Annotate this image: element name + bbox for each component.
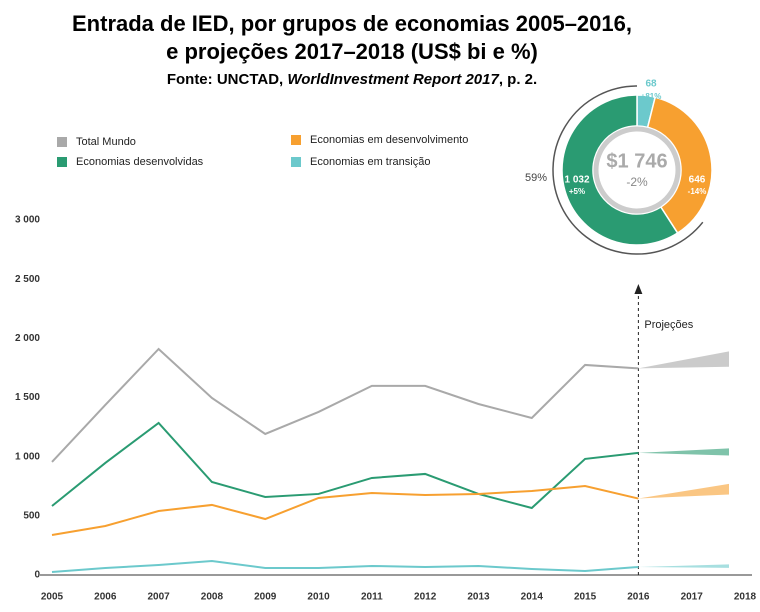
chart-subtitle: e projeções 2017–2018 (US$ bi e %) [166,39,538,64]
donut-slice [646,96,713,235]
projection-band [638,483,730,499]
x-tick-label: 2005 [41,592,64,603]
legend-swatch [57,137,67,147]
projection-band [638,448,730,456]
legend-label: Total Mundo [76,136,136,148]
share-label: 59% [525,172,547,184]
donut-value-label: 646 [689,175,706,186]
series-line [51,485,639,536]
x-tick-label: 2010 [307,592,330,603]
donut-change-label: -14% [688,187,707,196]
series-line [51,347,639,463]
donut-change-label: +5% [569,187,585,196]
x-tick-label: 2009 [254,592,277,603]
legend-swatch [291,157,301,167]
source: Fonte: UNCTAD, WorldInvestment Report 20… [167,71,537,88]
donut-change-label: +81% [641,92,662,101]
x-tick-label: 2007 [147,592,170,603]
y-tick-label: 0 [34,570,40,581]
x-tick-label: 2013 [467,592,490,603]
x-tick-label: 2018 [734,592,757,603]
y-tick-label: 1 500 [15,392,40,403]
x-tick-label: 2011 [361,592,383,603]
projection-band [638,564,730,568]
series-line [51,421,639,510]
y-tick-label: 3 000 [15,215,40,226]
annotation: Projeções [644,319,693,331]
x-tick-label: 2012 [414,592,437,603]
donut-inner-ring [593,126,681,214]
source-italic: WorldInvestment Report 2017 [287,71,499,88]
x-tick-label: 2014 [521,592,544,603]
donut-value-label: 68 [645,79,657,90]
x-tick-label: 2008 [201,592,224,603]
projection-band [638,351,730,369]
x-tick-label: 2017 [681,592,704,603]
x-tick-label: 2016 [627,592,650,603]
source-suffix: , p. 2. [499,71,537,88]
legend-label: Economias em transição [310,156,430,168]
source-prefix: Fonte: UNCTAD, [167,71,288,88]
chart-title: Entrada de IED, por grupos de economias … [72,11,632,36]
donut-slice [561,94,679,246]
legend-swatch [291,135,301,145]
y-tick-label: 1 000 [15,451,40,462]
y-tick-label: 500 [23,510,40,521]
legend-label: Economias desenvolvidas [76,156,204,168]
x-tick-label: 2006 [94,592,117,603]
series-line [51,560,639,574]
projection-arrow [634,284,643,294]
legend-swatch [57,157,67,167]
x-tick-label: 2015 [574,592,597,603]
y-tick-label: 2 500 [15,274,40,285]
donut-center-change: -2% [626,175,648,189]
donut-center: $1 746 [606,150,667,172]
donut-value-label: 1 032 [564,175,589,186]
legend-label: Economias em desenvolvimento [310,134,468,146]
share-bracket [552,85,704,255]
y-tick-label: 2 000 [15,333,40,344]
